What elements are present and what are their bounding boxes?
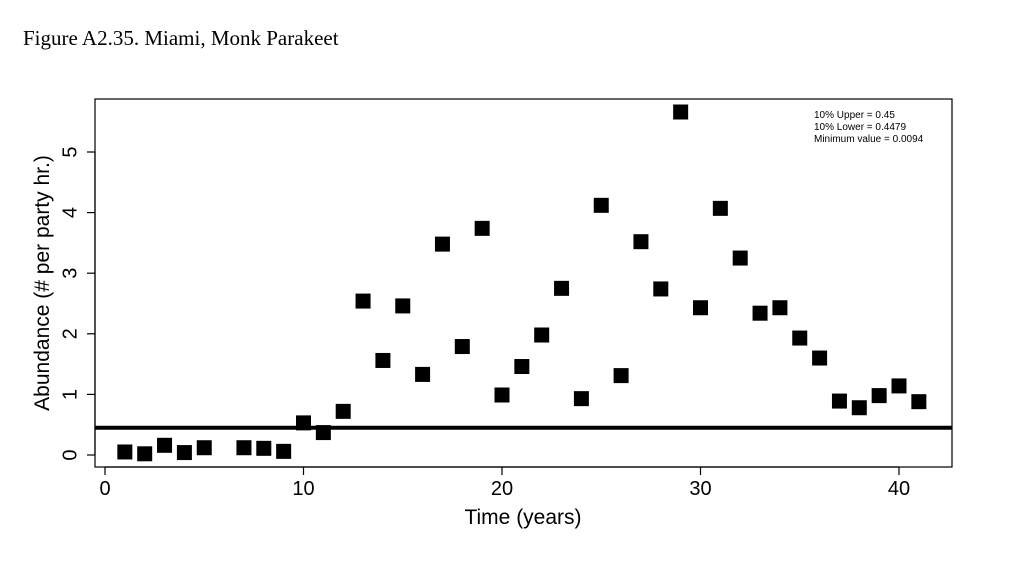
data-point xyxy=(395,298,411,314)
y-tick-label: 2 xyxy=(59,328,81,339)
stats-annotation-line: 10% Lower = 0.4479 xyxy=(814,122,906,133)
data-point xyxy=(117,444,133,460)
data-point xyxy=(454,339,470,355)
data-point xyxy=(871,388,887,404)
data-point xyxy=(236,440,252,456)
data-point xyxy=(434,236,450,252)
data-point xyxy=(415,366,431,382)
data-point xyxy=(296,415,311,431)
y-tick-label: 0 xyxy=(59,449,81,460)
y-tick-label: 4 xyxy=(59,207,81,218)
stats-annotation-line: 10% Upper = 0.45 xyxy=(814,110,895,121)
data-point xyxy=(851,400,867,416)
data-point xyxy=(812,350,828,366)
data-point xyxy=(792,330,808,346)
data-point xyxy=(693,300,708,316)
data-point xyxy=(752,305,768,321)
stats-annotation-line: Minimum value = 0.0094 xyxy=(814,134,924,145)
data-point xyxy=(494,387,510,403)
data-point xyxy=(573,391,589,407)
y-tick-label: 5 xyxy=(59,146,81,157)
data-point xyxy=(315,425,331,441)
data-point xyxy=(613,368,629,384)
y-tick-label: 3 xyxy=(59,268,81,279)
data-point xyxy=(673,104,689,120)
y-axis: 0 1 2 3 4 5 xyxy=(59,146,96,461)
data-point xyxy=(593,197,609,213)
data-point xyxy=(891,378,907,394)
data-point xyxy=(355,293,371,309)
data-point xyxy=(196,440,212,456)
data-point xyxy=(633,234,649,250)
data-points xyxy=(117,104,927,462)
y-tick-label: 1 xyxy=(59,389,81,400)
data-point xyxy=(911,394,927,410)
x-axis-label: Time (years) xyxy=(464,506,581,529)
data-point xyxy=(176,445,192,461)
data-point xyxy=(534,327,550,343)
data-point xyxy=(653,281,669,297)
data-point xyxy=(137,446,153,462)
data-point xyxy=(335,403,351,419)
x-tick-label: 30 xyxy=(689,478,711,500)
x-tick-label: 20 xyxy=(491,478,513,500)
figure-title: Figure A2.35. Miami, Monk Parakeet xyxy=(23,26,339,50)
x-tick-label: 10 xyxy=(292,478,314,500)
x-axis: 0 10 20 30 40 xyxy=(99,466,910,500)
plot-frame xyxy=(94,98,953,468)
data-point xyxy=(474,220,490,236)
x-tick-label: 40 xyxy=(888,478,910,500)
data-point xyxy=(375,352,391,368)
data-point xyxy=(554,280,570,296)
data-point xyxy=(276,443,292,459)
data-point xyxy=(256,440,272,456)
data-point xyxy=(514,359,530,375)
data-point xyxy=(831,393,847,409)
data-point xyxy=(712,200,728,216)
x-tick-label: 0 xyxy=(99,478,110,500)
y-axis-label: Abundance (# per party hr.) xyxy=(31,155,54,411)
data-point xyxy=(732,250,748,266)
data-point xyxy=(772,300,788,316)
data-point xyxy=(157,437,173,453)
